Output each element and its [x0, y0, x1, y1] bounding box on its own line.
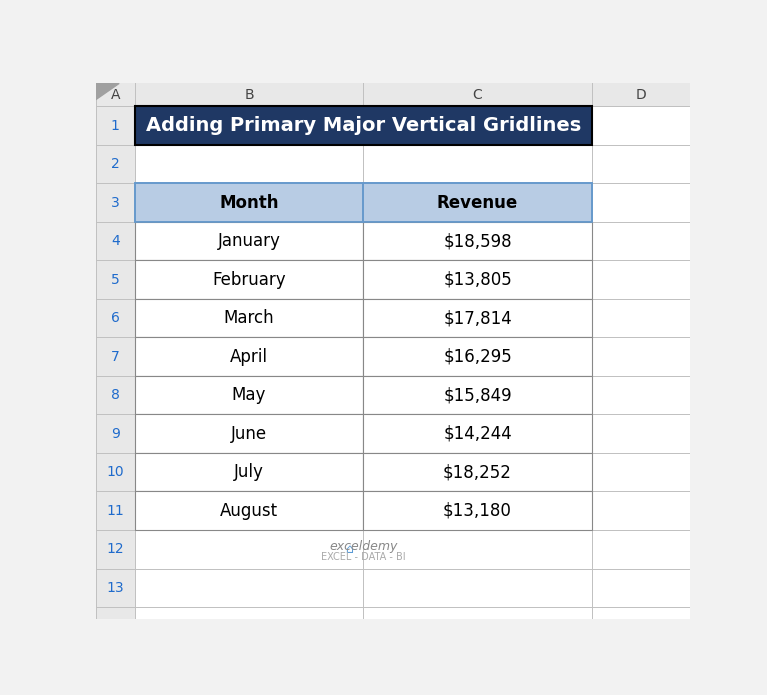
- Bar: [135, 183, 592, 222]
- Text: $14,244: $14,244: [443, 425, 512, 443]
- Text: ⌂: ⌂: [345, 543, 354, 556]
- Text: March: March: [224, 309, 275, 327]
- Text: April: April: [230, 348, 268, 366]
- Text: May: May: [232, 386, 266, 404]
- Text: $13,805: $13,805: [443, 271, 512, 288]
- Text: 7: 7: [111, 350, 120, 363]
- Bar: [364, 222, 592, 261]
- Bar: [135, 453, 364, 491]
- Text: July: July: [234, 464, 264, 481]
- Bar: [364, 183, 592, 222]
- Bar: [96, 83, 690, 106]
- Text: 1: 1: [110, 119, 120, 133]
- Bar: [135, 491, 364, 530]
- Text: 2: 2: [111, 157, 120, 171]
- Text: Adding Primary Major Vertical Gridlines: Adding Primary Major Vertical Gridlines: [146, 116, 581, 136]
- Text: February: February: [212, 271, 286, 288]
- Text: exceldemy: exceldemy: [329, 540, 397, 553]
- Text: August: August: [220, 502, 278, 520]
- Text: Month: Month: [219, 194, 278, 212]
- Bar: [135, 222, 364, 261]
- Bar: [364, 491, 592, 530]
- Text: January: January: [218, 232, 281, 250]
- Text: $16,295: $16,295: [443, 348, 512, 366]
- Text: $17,814: $17,814: [443, 309, 512, 327]
- Text: $18,598: $18,598: [443, 232, 512, 250]
- Text: 11: 11: [107, 504, 124, 518]
- Bar: [135, 338, 364, 376]
- Text: 10: 10: [107, 465, 124, 480]
- Text: 4: 4: [111, 234, 120, 248]
- Text: Revenue: Revenue: [437, 194, 518, 212]
- Text: D: D: [636, 88, 647, 102]
- Text: 6: 6: [110, 311, 120, 325]
- Text: $18,252: $18,252: [443, 464, 512, 481]
- Bar: [135, 299, 364, 338]
- Bar: [135, 261, 364, 299]
- Bar: [364, 414, 592, 453]
- Bar: [364, 338, 592, 376]
- Text: EXCEL - DATA - BI: EXCEL - DATA - BI: [321, 552, 406, 562]
- Bar: [364, 261, 592, 299]
- Text: 3: 3: [111, 196, 120, 210]
- Bar: [135, 414, 364, 453]
- Text: 8: 8: [110, 389, 120, 402]
- Text: A: A: [110, 88, 120, 102]
- Text: June: June: [231, 425, 267, 443]
- Text: B: B: [244, 88, 254, 102]
- Bar: [135, 106, 592, 145]
- Text: 12: 12: [107, 542, 124, 556]
- Polygon shape: [96, 83, 119, 99]
- Bar: [135, 183, 364, 222]
- Bar: [364, 453, 592, 491]
- Bar: [96, 83, 135, 619]
- Text: 9: 9: [110, 427, 120, 441]
- Bar: [364, 376, 592, 414]
- Text: 5: 5: [111, 272, 120, 287]
- Text: $13,180: $13,180: [443, 502, 512, 520]
- Text: C: C: [472, 88, 482, 102]
- Text: $15,849: $15,849: [443, 386, 512, 404]
- Text: 13: 13: [107, 581, 124, 595]
- Bar: [364, 299, 592, 338]
- Bar: [135, 376, 364, 414]
